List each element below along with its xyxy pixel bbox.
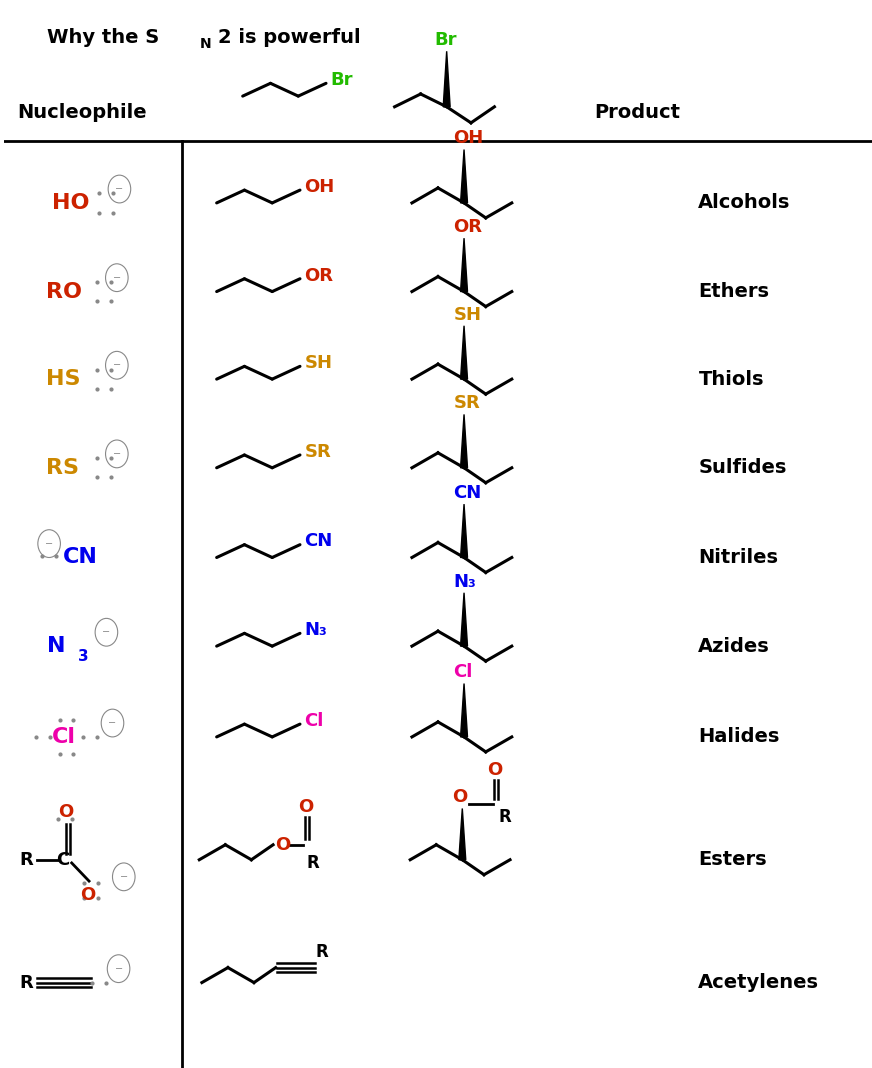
Text: O: O xyxy=(298,798,314,816)
Text: −: − xyxy=(112,360,121,371)
Text: SR: SR xyxy=(304,443,331,460)
Text: SH: SH xyxy=(453,305,481,324)
Polygon shape xyxy=(460,684,467,737)
Text: R: R xyxy=(307,854,320,873)
Text: R: R xyxy=(499,808,512,827)
Text: Thiols: Thiols xyxy=(698,370,764,389)
Text: Cl: Cl xyxy=(304,712,324,729)
Text: −: − xyxy=(108,718,117,728)
Text: Halides: Halides xyxy=(698,727,780,747)
Text: Why the S: Why the S xyxy=(47,28,160,47)
Text: −: − xyxy=(112,449,121,459)
Polygon shape xyxy=(460,150,467,203)
Text: −: − xyxy=(119,871,128,882)
Text: O: O xyxy=(452,788,467,806)
Text: Nitriles: Nitriles xyxy=(698,548,779,567)
Text: R: R xyxy=(19,851,33,868)
Polygon shape xyxy=(460,238,467,292)
Text: Sulfides: Sulfides xyxy=(698,458,787,477)
Text: HS: HS xyxy=(45,370,80,389)
Text: O: O xyxy=(58,803,73,821)
Text: Cl: Cl xyxy=(453,663,473,681)
Text: R: R xyxy=(316,943,329,961)
Text: Br: Br xyxy=(330,72,353,89)
Text: O: O xyxy=(487,760,503,779)
Text: RO: RO xyxy=(45,282,82,301)
Text: OR: OR xyxy=(453,218,482,236)
Text: OR: OR xyxy=(304,267,333,284)
Text: CN: CN xyxy=(63,548,98,567)
Text: 3: 3 xyxy=(78,649,88,664)
Text: −: − xyxy=(115,184,124,194)
Polygon shape xyxy=(459,808,466,860)
Text: −: − xyxy=(45,538,53,549)
Text: Cl: Cl xyxy=(51,727,76,747)
Polygon shape xyxy=(460,414,467,468)
Text: CN: CN xyxy=(453,484,482,502)
Text: Azides: Azides xyxy=(698,637,770,656)
Text: 2 is powerful: 2 is powerful xyxy=(217,28,360,47)
Text: N: N xyxy=(47,637,66,656)
Text: OH: OH xyxy=(304,178,335,195)
Polygon shape xyxy=(443,51,450,107)
Polygon shape xyxy=(460,593,467,646)
Text: Alcohols: Alcohols xyxy=(698,193,791,213)
Polygon shape xyxy=(460,504,467,557)
Text: O: O xyxy=(275,836,290,853)
Text: −: − xyxy=(102,627,111,638)
Text: Nucleophile: Nucleophile xyxy=(17,103,146,122)
Text: Ethers: Ethers xyxy=(698,282,769,301)
Text: Br: Br xyxy=(434,31,457,49)
Text: −: − xyxy=(114,963,123,974)
Text: Product: Product xyxy=(595,103,681,122)
Text: R: R xyxy=(19,974,33,991)
Text: C: C xyxy=(56,851,69,868)
Text: N: N xyxy=(201,36,212,51)
Text: CN: CN xyxy=(304,533,332,550)
Text: N₃: N₃ xyxy=(453,572,476,591)
Polygon shape xyxy=(460,326,467,379)
Text: RS: RS xyxy=(45,458,78,477)
Text: Acetylenes: Acetylenes xyxy=(698,973,820,992)
Text: Esters: Esters xyxy=(698,850,767,869)
Text: O: O xyxy=(80,886,96,905)
Text: −: − xyxy=(112,272,121,283)
Text: SH: SH xyxy=(304,355,332,372)
Text: N₃: N₃ xyxy=(304,622,327,639)
Text: OH: OH xyxy=(453,129,484,147)
Text: SR: SR xyxy=(453,394,480,412)
Text: HO: HO xyxy=(51,193,89,213)
